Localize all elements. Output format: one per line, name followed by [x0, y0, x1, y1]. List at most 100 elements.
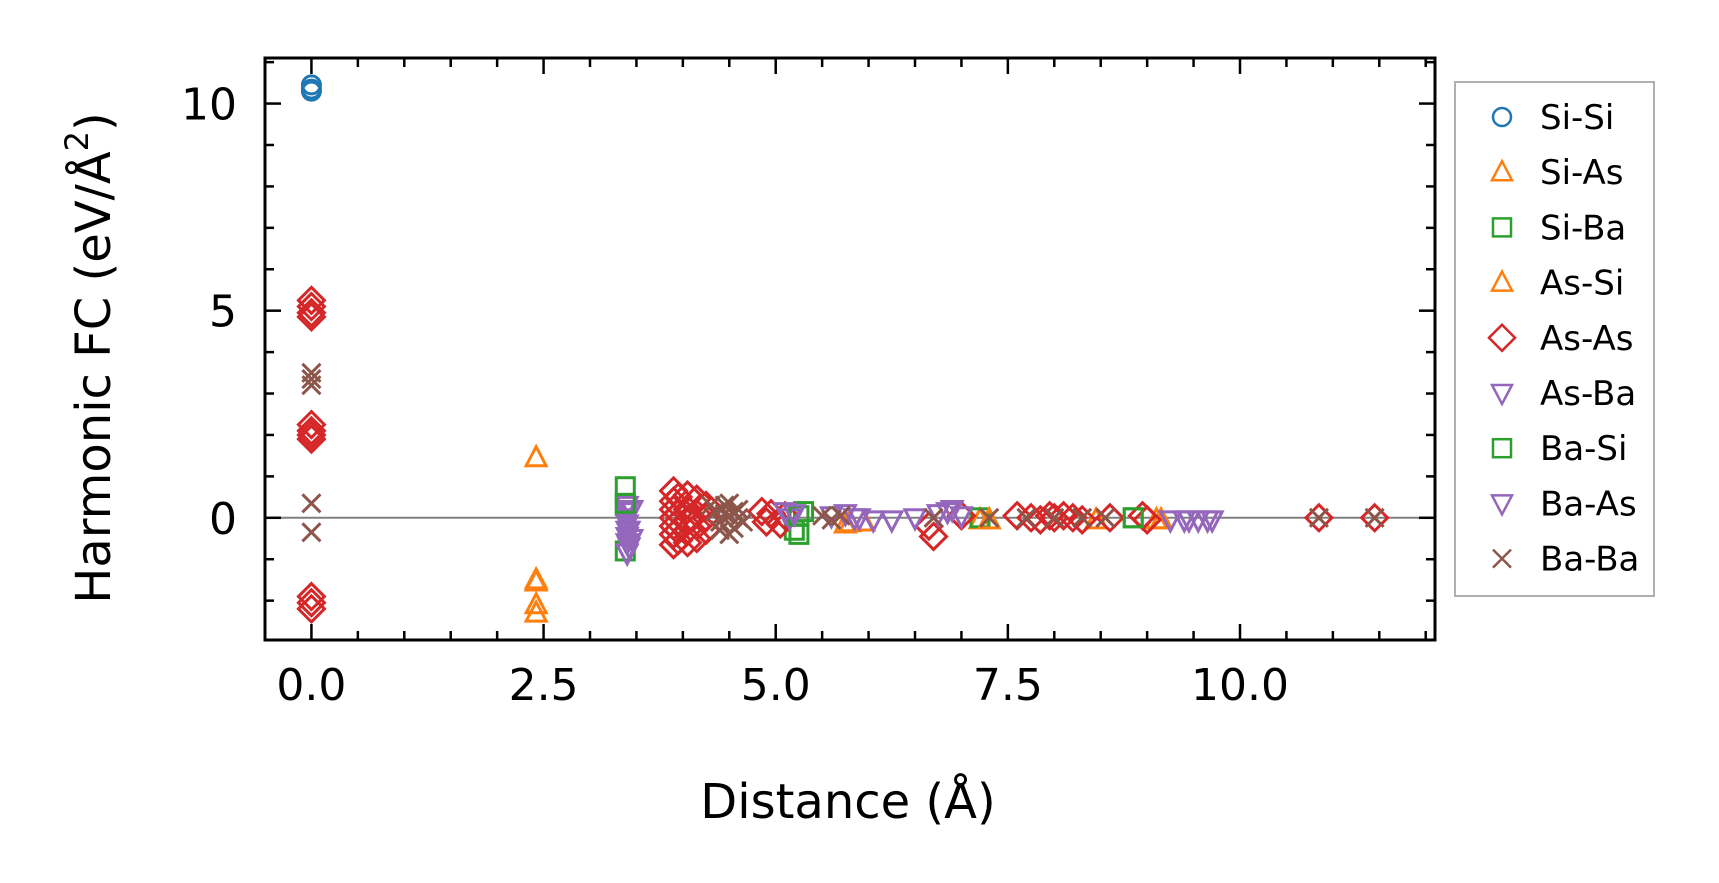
point-ba-ba-4 — [301, 522, 322, 543]
point-si-as-0 — [523, 443, 549, 468]
legend-marker-as-ba — [1489, 383, 1515, 407]
y-tick-label-2: 10 — [181, 80, 237, 131]
point-as-as-34 — [746, 496, 777, 527]
legend-marker-si-ba — [1491, 217, 1513, 238]
legend-marker-ba-ba — [1492, 548, 1512, 569]
point-ba-ba-28 — [1308, 507, 1329, 528]
legend-box — [1454, 81, 1655, 597]
y-axis-title-close: ) — [66, 112, 122, 131]
point-si-as-7 — [1083, 505, 1109, 530]
point-as-ba-16 — [879, 510, 905, 535]
point-as-as-1 — [296, 291, 327, 322]
point-as-as-5 — [296, 415, 327, 446]
point-ba-ba-18 — [723, 501, 744, 522]
point-ba-ba-27 — [1095, 507, 1116, 528]
point-ba-as-2 — [781, 504, 807, 528]
point-ba-ba-16 — [719, 524, 740, 545]
point-ba-ba-21 — [830, 505, 851, 526]
series-si-si — [300, 74, 322, 102]
point-ba-as-4 — [925, 504, 951, 528]
point-ba-as-3 — [846, 508, 872, 533]
point-as-ba-15 — [860, 510, 886, 535]
point-as-as-38 — [769, 500, 801, 531]
legend-label-ba-si: Ba-Si — [1540, 429, 1627, 469]
legend-label-si-as: Si-As — [1540, 153, 1624, 193]
point-ba-si-2 — [1122, 507, 1144, 529]
point-as-as-20 — [663, 515, 694, 546]
legend-marker-ba-si — [1491, 437, 1513, 459]
legend-label-si-ba: Si-Ba — [1540, 208, 1626, 248]
point-as-as-18 — [663, 481, 694, 513]
point-as-si-0 — [523, 567, 549, 592]
point-as-ba-17 — [902, 508, 928, 533]
point-as-as-9 — [296, 587, 327, 618]
point-si-as-3 — [523, 598, 549, 623]
legend-marker-ba-as — [1489, 494, 1515, 518]
point-as-as-48 — [1057, 502, 1088, 533]
legend-label-ba-ba: Ba-Ba — [1540, 540, 1639, 580]
y-axis-title-main: Harmonic FC (eV/Å — [65, 151, 122, 604]
point-si-si-1 — [300, 74, 322, 96]
point-ba-ba-26 — [1072, 507, 1093, 528]
series-as-as — [296, 285, 1390, 625]
legend-label-as-si: As-Si — [1540, 264, 1624, 304]
point-si-si-2 — [300, 80, 322, 102]
y-tick-label-1: 5 — [209, 287, 237, 338]
point-as-as-0 — [296, 285, 327, 316]
y-axis-title-superscript: 2 — [58, 131, 96, 151]
point-as-as-10 — [296, 593, 327, 625]
point-as-as-52 — [1132, 504, 1163, 535]
legend: Si-Si Si-As Si-Ba As-Si As-As As-Ba Ba-Si Ba-As… — [1454, 81, 1655, 597]
point-as-as-8 — [296, 581, 327, 612]
legend-label-ba-as: Ba-As — [1540, 484, 1637, 524]
legend-label-as-as: As-As — [1540, 319, 1633, 359]
point-as-as-47 — [1048, 500, 1079, 531]
point-ba-ba-11 — [728, 499, 749, 520]
legend-marker-as-si — [1489, 268, 1515, 292]
series-ba-ba — [301, 362, 1385, 545]
point-as-si-3 — [1148, 505, 1174, 530]
point-ba-as-1 — [616, 537, 642, 562]
point-ba-ba-29 — [1364, 507, 1385, 528]
legend-label-as-ba: As-Ba — [1540, 374, 1636, 414]
point-as-as-45 — [1034, 500, 1065, 531]
point-ba-as-7 — [1195, 510, 1220, 535]
point-ba-ba-23 — [979, 507, 1000, 528]
point-as-as-4 — [296, 409, 327, 440]
point-as-as-6 — [296, 419, 327, 451]
x-tick-label-1: 2.5 — [509, 660, 579, 711]
point-as-ba-0 — [614, 495, 640, 520]
point-as-ba-18 — [935, 502, 960, 526]
x-axis-title: Distance (Å) — [700, 773, 995, 830]
y-axis-title: Harmonic FC (eV/Å2) — [58, 112, 122, 604]
point-as-as-29 — [681, 510, 712, 542]
point-ba-ba-2 — [301, 375, 322, 396]
point-as-as-3 — [296, 301, 327, 333]
x-tick-label-2: 5.0 — [741, 660, 811, 711]
axis-ticks: 0.0 2.5 5.0 7.5 10.0 0 5 10 — [181, 58, 1435, 711]
plot-area-frame — [263, 56, 1437, 642]
point-as-as-7 — [296, 423, 327, 455]
legend-marker-si-as — [1489, 158, 1515, 182]
x-tick-label-0: 0.0 — [276, 660, 346, 711]
point-ba-si-0 — [614, 492, 636, 514]
point-as-si-2 — [976, 505, 1002, 530]
legend-marker-si-si — [1491, 106, 1513, 128]
series-ba-as — [616, 500, 1220, 562]
point-ba-ba-25 — [1044, 507, 1065, 528]
point-ba-ba-24 — [1016, 507, 1037, 528]
point-ba-ba-22 — [923, 507, 944, 528]
point-as-as-53 — [1303, 502, 1335, 533]
y-tick-label-0: 0 — [209, 494, 237, 545]
legend-label-si-si: Si-Si — [1540, 98, 1614, 138]
point-ba-as-6 — [1176, 510, 1202, 535]
x-tick-label-4: 10.0 — [1191, 660, 1289, 711]
legend-marker-as-as — [1487, 323, 1517, 353]
point-as-as-40 — [918, 521, 949, 552]
point-as-as-54 — [1359, 502, 1390, 533]
point-ba-as-0 — [616, 520, 642, 545]
x-tick-label-3: 7.5 — [973, 660, 1043, 711]
point-ba-as-5 — [939, 500, 965, 524]
point-as-as-49 — [1067, 504, 1098, 535]
